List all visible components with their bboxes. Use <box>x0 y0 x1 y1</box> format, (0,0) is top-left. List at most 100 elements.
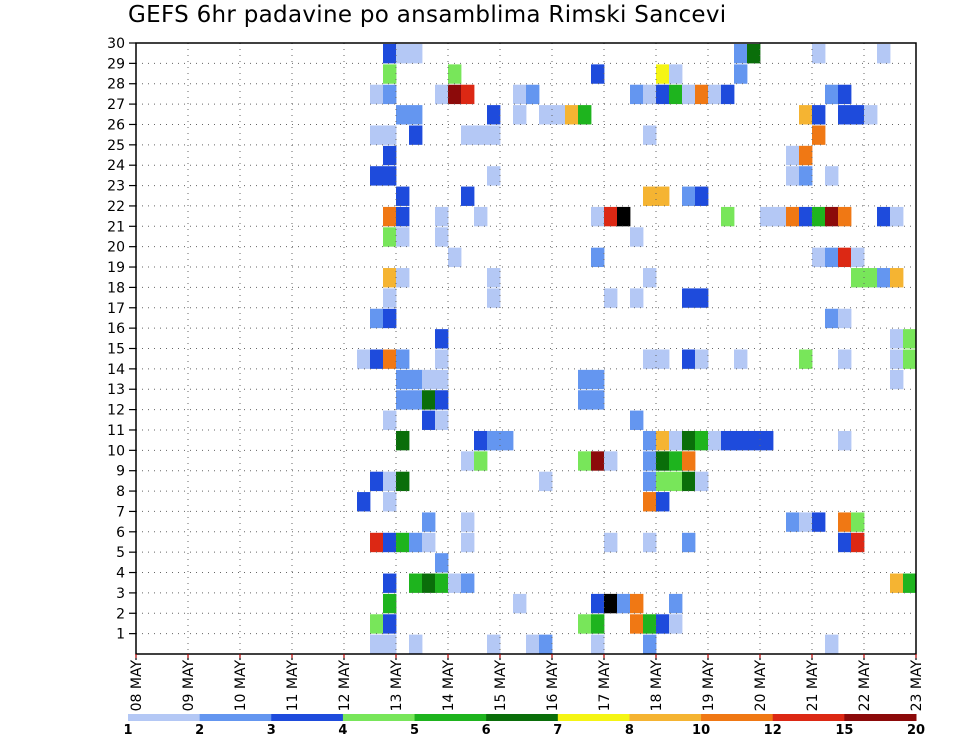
y-tick-label: 19 <box>107 260 125 276</box>
heatmap-cell <box>799 105 813 125</box>
heatmap-cell <box>357 492 371 512</box>
heatmap-cell <box>643 84 657 105</box>
heatmap-cell <box>812 105 826 125</box>
heatmap-cell <box>591 634 605 654</box>
heatmap-cell <box>435 206 449 227</box>
data-cells <box>357 44 917 654</box>
heatmap-cell <box>656 186 670 206</box>
heatmap-cell <box>734 64 748 84</box>
y-tick-label: 30 <box>107 36 125 52</box>
colorbar-swatch <box>486 714 559 721</box>
heatmap-cell <box>448 247 462 268</box>
heatmap-cell <box>370 84 384 105</box>
colorbar-label: 12 <box>764 723 782 738</box>
heatmap-cell <box>630 227 644 247</box>
heatmap-cell <box>591 369 605 390</box>
heatmap-cell <box>409 634 423 654</box>
heatmap-cell <box>604 593 618 614</box>
heatmap-cell <box>838 84 852 105</box>
heatmap-cell <box>838 532 852 553</box>
heatmap-cell <box>643 451 657 471</box>
heatmap-cell <box>786 206 800 227</box>
heatmap-cell <box>838 247 852 268</box>
heatmap-cell <box>890 369 904 390</box>
heatmap-cell <box>370 634 384 654</box>
heatmap-cell <box>591 451 605 471</box>
heatmap-cell <box>383 532 397 553</box>
heatmap-cell <box>409 390 423 410</box>
y-tick-label: 7 <box>116 504 125 520</box>
heatmap-cell <box>838 206 852 227</box>
colorbar-label: 20 <box>907 723 925 738</box>
heatmap-cell <box>682 471 696 492</box>
heatmap-cell <box>474 451 488 471</box>
grid-lines <box>135 42 917 654</box>
y-tick-label: 16 <box>107 321 125 337</box>
heatmap-cell <box>383 125 397 145</box>
heatmap-cell <box>383 44 397 64</box>
heatmap-cell <box>591 206 605 227</box>
y-tick-label: 15 <box>107 342 125 358</box>
heatmap-cell <box>396 390 410 410</box>
heatmap-cell <box>461 125 475 145</box>
heatmap-cell <box>396 206 410 227</box>
heatmap-cell <box>838 349 852 369</box>
heatmap-cell <box>396 532 410 553</box>
heatmap-cell <box>513 84 527 105</box>
heatmap-cell <box>877 44 891 64</box>
x-tick-label: 18 MAY <box>649 660 665 712</box>
heatmap-cell <box>734 430 748 451</box>
heatmap-cell <box>825 247 839 268</box>
y-tick-label: 12 <box>107 403 125 419</box>
heatmap-cell <box>487 634 501 654</box>
heatmap-cell <box>695 84 709 105</box>
heatmap-cell <box>617 206 631 227</box>
y-tick-label: 4 <box>116 566 125 582</box>
heatmap-cell <box>617 593 631 614</box>
heatmap-cell <box>799 512 813 532</box>
heatmap-cell <box>721 206 735 227</box>
heatmap-cell <box>396 186 410 206</box>
heatmap-cell <box>682 288 696 308</box>
heatmap-cell <box>487 166 501 186</box>
heatmap-cell <box>643 349 657 369</box>
heatmap-cell <box>760 430 774 451</box>
heatmap-cell <box>422 390 436 410</box>
heatmap-cell <box>643 471 657 492</box>
heatmap-cell <box>812 206 826 227</box>
heatmap-cell <box>643 532 657 553</box>
x-tick-label: 15 MAY <box>493 660 509 712</box>
heatmap-cell <box>513 593 527 614</box>
heatmap-cell <box>591 64 605 84</box>
heatmap-cell <box>474 206 488 227</box>
heatmap-cell <box>864 268 878 288</box>
heatmap-cell <box>682 430 696 451</box>
colorbar-swatch <box>199 714 272 721</box>
x-tick-label: 09 MAY <box>181 660 197 712</box>
heatmap-cell <box>656 471 670 492</box>
y-tick-label: 27 <box>107 97 125 113</box>
heatmap-cell <box>435 349 449 369</box>
heatmap-cell <box>383 308 397 329</box>
y-tick-label: 23 <box>107 179 125 195</box>
x-axis: 08 MAY 09 MAY 10 MAY 11 MAY 12 MAY 13 MAY 14 M… <box>129 654 925 711</box>
heatmap-cell <box>461 512 475 532</box>
heatmap-cell <box>383 206 397 227</box>
heatmap-cell <box>838 512 852 532</box>
heatmap-cell <box>396 471 410 492</box>
heatmap-cell <box>656 451 670 471</box>
heatmap-cell <box>396 227 410 247</box>
heatmap-cell <box>422 532 436 553</box>
heatmap-cell <box>409 532 423 553</box>
heatmap-cell <box>578 105 592 125</box>
heatmap-cell <box>435 329 449 349</box>
heatmap-cell <box>370 614 384 634</box>
y-tick-label: 10 <box>107 443 125 459</box>
colorbar-swatch <box>271 714 344 721</box>
heatmap-cell <box>396 105 410 125</box>
heatmap-cell <box>435 573 449 593</box>
x-tick-label: 22 MAY <box>857 660 873 712</box>
heatmap-cell <box>370 471 384 492</box>
heatmap-cell <box>669 84 683 105</box>
